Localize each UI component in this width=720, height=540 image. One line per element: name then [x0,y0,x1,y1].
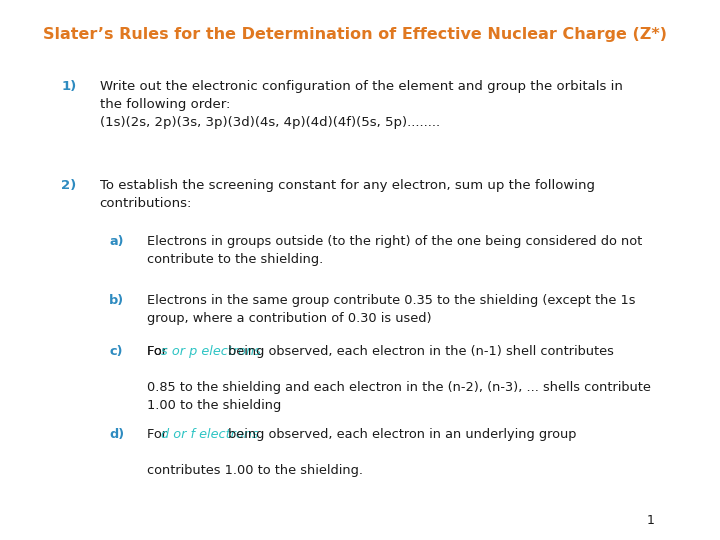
Text: 1): 1) [61,80,76,93]
Text: For: For [148,345,171,358]
Text: d or f electrons: d or f electrons [161,428,259,441]
Text: Electrons in the same group contribute 0.35 to the shielding (except the 1s
grou: Electrons in the same group contribute 0… [148,294,636,325]
Text: Write out the electronic configuration of the element and group the orbitals in
: Write out the electronic configuration o… [99,80,623,129]
Text: d): d) [109,428,125,441]
Text: Electrons in groups outside (to the right) of the one being considered do not
co: Electrons in groups outside (to the righ… [148,235,643,266]
Text: a): a) [109,235,124,248]
Text: 0.85 to the shielding and each electron in the (n-2), (n-3), ... shells contribu: 0.85 to the shielding and each electron … [148,381,652,412]
Text: 2): 2) [61,179,76,192]
Text: s or p electrons: s or p electrons [161,345,261,358]
Text: 1: 1 [647,514,654,526]
Text: To establish the screening constant for any electron, sum up the following
contr: To establish the screening constant for … [99,179,595,210]
Text: b): b) [109,294,125,307]
Text: being observed, each electron in the (n-1) shell contributes: being observed, each electron in the (n-… [224,345,614,358]
Text: c): c) [109,345,122,358]
Text: being observed, each electron in an underlying group: being observed, each electron in an unde… [224,428,576,441]
Text: Slater’s Rules for the Determination of Effective Nuclear Charge (Z*): Slater’s Rules for the Determination of … [42,27,667,42]
Text: For: For [148,345,171,358]
Text: For: For [148,428,171,441]
Text: contributes 1.00 to the shielding.: contributes 1.00 to the shielding. [148,464,364,477]
